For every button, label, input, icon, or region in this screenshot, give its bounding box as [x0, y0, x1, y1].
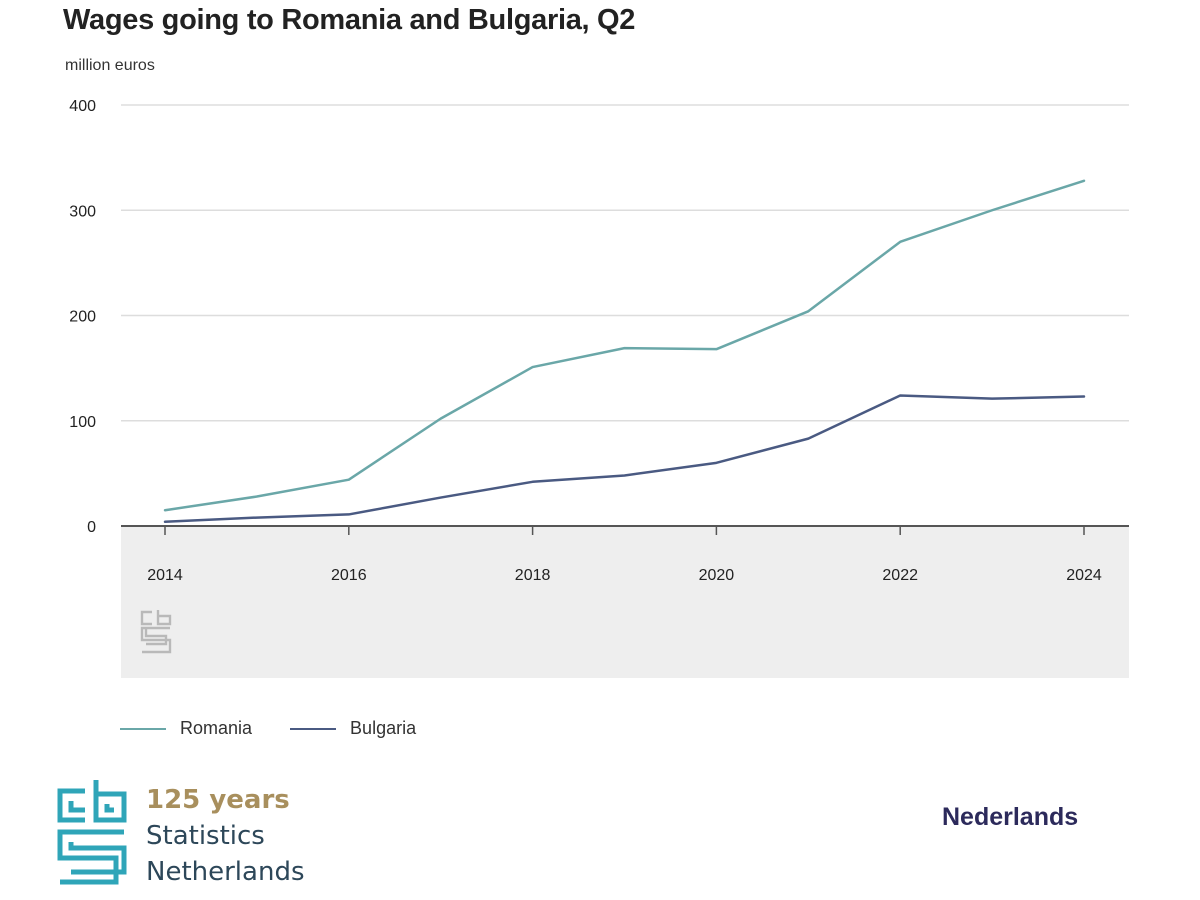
x-tick-label: 2018 [515, 567, 551, 584]
anniversary-text: 125 years [146, 785, 290, 815]
x-tick-label: 2016 [331, 567, 367, 584]
x-tick-label: 2022 [882, 567, 918, 584]
series-lines [163, 179, 1086, 524]
y-tick-label: 400 [69, 98, 96, 115]
legend-item-bulgaria: Bulgaria [290, 718, 416, 739]
legend: Romania Bulgaria [120, 718, 416, 739]
language-link-nederlands[interactable]: Nederlands [942, 803, 1079, 831]
gridlines [121, 104, 1129, 422]
x-axis-ticks: 2014 2016 2018 2020 2022 2024 [147, 526, 1102, 584]
legend-label: Romania [180, 718, 253, 738]
legend-item-romania: Romania [120, 718, 252, 739]
legend-label: Bulgaria [350, 718, 417, 738]
series-line-romania [163, 179, 1086, 512]
y-tick-label: 100 [69, 414, 96, 431]
brand-name-line1: Statistics [146, 821, 265, 851]
series-line-bulgaria [163, 394, 1086, 524]
y-axis-ticks: 0 100 200 300 400 [69, 98, 96, 536]
x-tick-label: 2020 [699, 567, 735, 584]
x-tick-label: 2014 [147, 567, 183, 584]
x-tick-label: 2024 [1066, 567, 1102, 584]
brand-name-line2: Netherlands [146, 857, 305, 887]
line-chart: 0 100 200 300 400 2014 2016 2018 2020 2022 2024 [69, 98, 1129, 678]
legend-swatch [290, 727, 337, 730]
legend-swatch [120, 727, 166, 730]
cbs-branding: 125 years Statistics Netherlands [56, 778, 305, 890]
cbs-watermark-icon [140, 610, 172, 654]
cbs-logo-icon [57, 780, 127, 885]
y-tick-label: 0 [87, 519, 96, 536]
y-tick-label: 200 [69, 309, 96, 326]
y-axis-unit-label: million euros [65, 57, 155, 74]
plot-footer-panel [121, 526, 1129, 678]
chart-title: Wages going to Romania and Bulgaria, Q2 [63, 4, 636, 36]
y-tick-label: 300 [69, 203, 96, 220]
